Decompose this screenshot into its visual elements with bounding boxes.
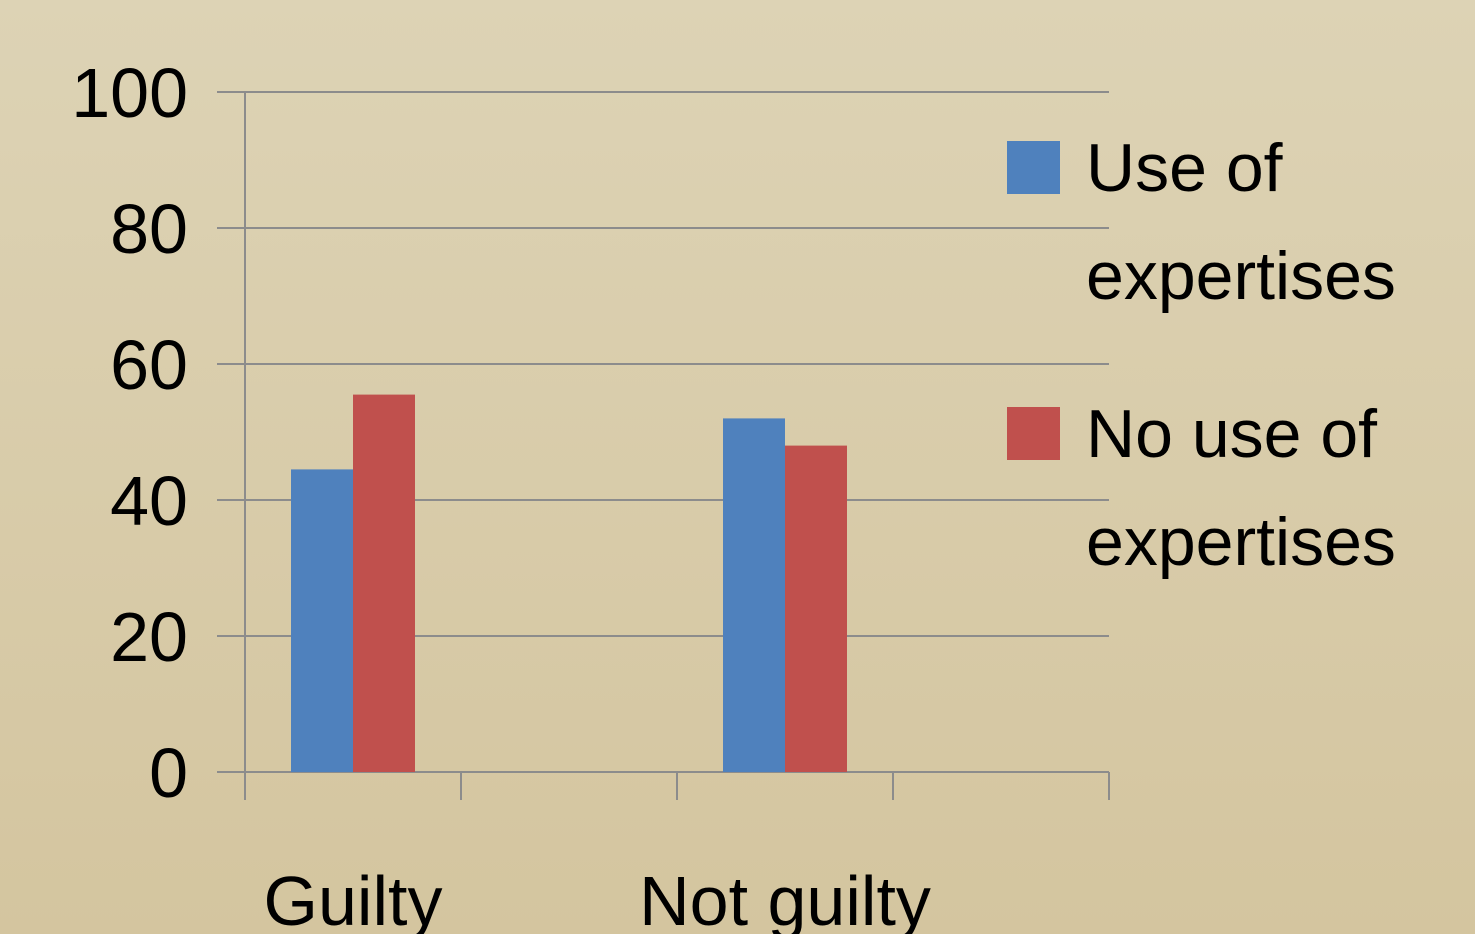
y-tick-label: 20 — [110, 598, 188, 676]
bar — [723, 418, 785, 772]
bar — [353, 394, 415, 772]
x-tick-label: Not guilty — [639, 862, 931, 934]
legend-swatch — [1007, 407, 1060, 460]
y-tick-label: 100 — [71, 54, 188, 132]
bar — [785, 445, 847, 772]
y-tick-label: 0 — [149, 734, 188, 812]
y-tick-label: 80 — [110, 190, 188, 268]
legend-label: Use of expertises — [1086, 130, 1396, 314]
y-tick-label: 40 — [110, 462, 188, 540]
x-tick-label: Guilty — [264, 862, 443, 934]
bar — [291, 469, 353, 772]
legend-label: No use of expertises — [1086, 396, 1396, 580]
y-tick-label: 60 — [110, 326, 188, 404]
legend-swatch — [1007, 141, 1060, 194]
